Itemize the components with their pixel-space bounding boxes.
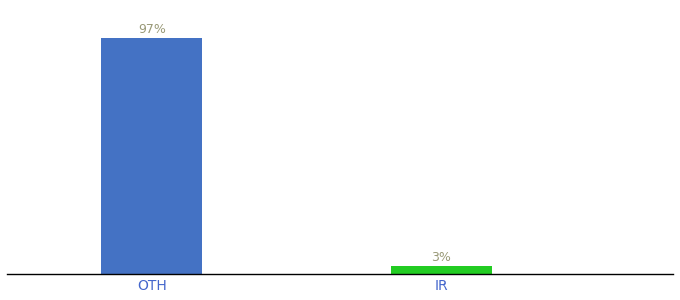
Bar	[101, 38, 203, 274]
Text: 97%: 97%	[138, 23, 166, 36]
Bar	[391, 266, 492, 274]
Text: 3%: 3%	[431, 251, 452, 264]
